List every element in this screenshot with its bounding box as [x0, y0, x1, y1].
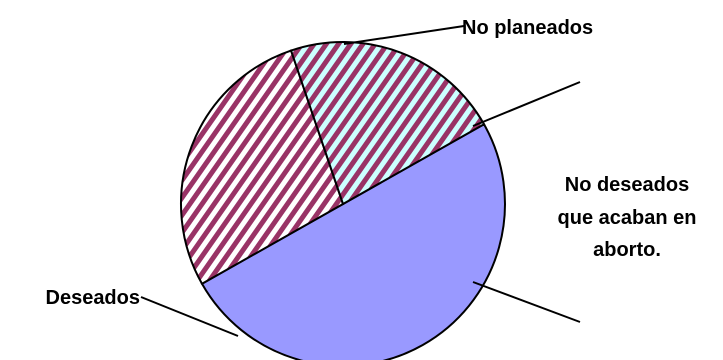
slice-labels: No planeados No deseados que acaban en a…: [46, 17, 697, 309]
leader-line-deseados: [140, 296, 239, 337]
leader-line-aborto-top: [472, 81, 581, 127]
label-no-planeados: No planeados: [462, 17, 593, 39]
label-deseados: Deseados: [46, 287, 141, 309]
label-aborto-line-3: aborto.: [593, 239, 661, 261]
slice-no-planeados: [180, 49, 345, 286]
label-aborto-line-1: No deseados: [565, 174, 689, 196]
label-aborto-line-2: que acaban en: [558, 207, 697, 229]
leader-line-no-planeados: [343, 25, 465, 45]
pie-slices: [180, 41, 506, 360]
slice-no-deseados-aborto: [289, 41, 486, 206]
slice-deseados: [200, 122, 506, 360]
leader-line-aborto-bottom: [472, 281, 581, 323]
leader-lines: [140, 25, 581, 337]
